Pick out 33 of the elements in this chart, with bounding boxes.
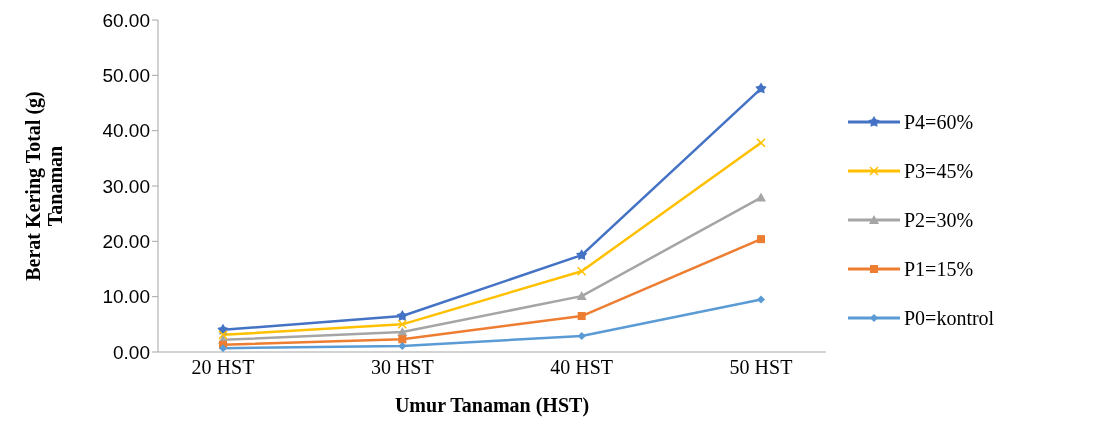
point [577,331,586,340]
x-tick-label: 50 HST [729,356,793,379]
point [576,266,587,276]
legend-label: P0=kontrol [904,306,995,330]
y-tick-label: 40.00 [102,120,150,142]
x-tick-label: 30 HST [370,356,434,379]
x-axis-title: Umur Tanaman (HST) [394,394,590,417]
point [218,330,228,340]
y-tick-label: 10.00 [102,286,150,308]
y-tick-label: 20.00 [102,231,150,253]
y-tick-label: 30.00 [102,175,150,197]
legend-label: P3=45% [904,159,974,183]
point [755,82,767,94]
point [575,249,588,261]
x-tick-label: 40 HST [550,356,614,379]
point [397,319,408,330]
x-tick-label: 20 HST [191,356,255,379]
point [398,335,407,344]
point [576,291,587,301]
legend-label: P1=15% [904,257,974,281]
point [757,235,765,244]
legend-label: P4=60% [904,110,974,134]
y-tick-label: 0.00 [113,341,150,363]
legend-label: P2=30% [904,208,974,232]
point [756,138,766,148]
point [219,344,227,352]
y-axis-title: Berat Kering Total (g) Tanaman [22,91,66,281]
point [398,341,407,350]
point [577,312,586,321]
point [757,295,765,304]
point [756,192,766,202]
y-tick-label: 60.00 [102,9,150,31]
y-tick-label: 50.00 [102,65,150,87]
